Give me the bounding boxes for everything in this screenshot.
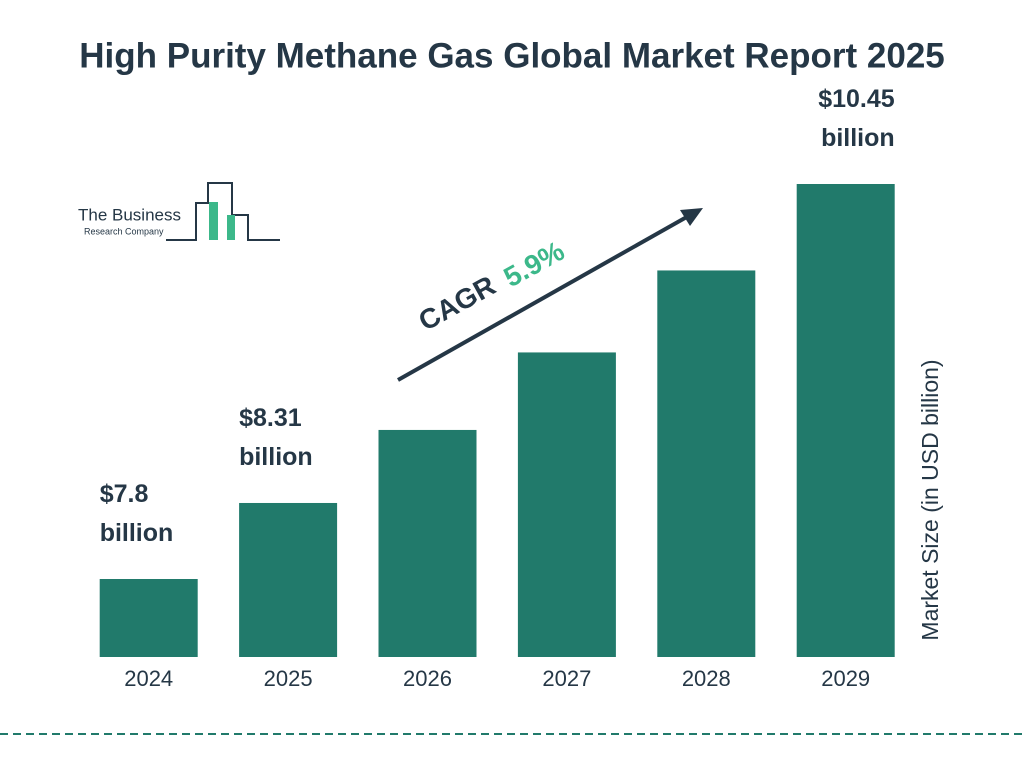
y-axis-label: Market Size (in USD billion) xyxy=(917,359,943,640)
logo-outline xyxy=(166,182,280,241)
logo-text: The Business xyxy=(78,205,181,224)
chart-title: High Purity Methane Gas Global Market Re… xyxy=(79,36,945,75)
bar xyxy=(796,184,895,657)
bar xyxy=(239,502,338,657)
arrow-head xyxy=(680,208,703,226)
bar xyxy=(657,270,756,657)
x-tick-label: 2025 xyxy=(264,666,313,691)
bar xyxy=(378,429,477,657)
logo-bar xyxy=(227,215,235,240)
x-tick-label: 2028 xyxy=(682,666,731,691)
value-label: $10.45 billion xyxy=(818,85,895,152)
bar xyxy=(99,579,198,657)
value-label: $7.8 billion xyxy=(100,480,174,547)
logo: The Business Research Company xyxy=(78,182,280,241)
x-tick-label: 2029 xyxy=(821,666,870,691)
value-label: $8.31 billion xyxy=(239,404,313,471)
cagr-value: 5.9% xyxy=(499,235,570,293)
arrow-line xyxy=(397,212,693,382)
logo-subtext: Research Company xyxy=(84,226,164,236)
cagr-label: CAGR xyxy=(413,270,500,337)
x-tick-label: 2027 xyxy=(542,666,591,691)
x-tick-label: 2024 xyxy=(124,666,173,691)
bar xyxy=(517,352,616,657)
cagr-arrow xyxy=(397,208,703,382)
x-tick-label: 2026 xyxy=(403,666,452,691)
logo-bar xyxy=(209,202,218,240)
